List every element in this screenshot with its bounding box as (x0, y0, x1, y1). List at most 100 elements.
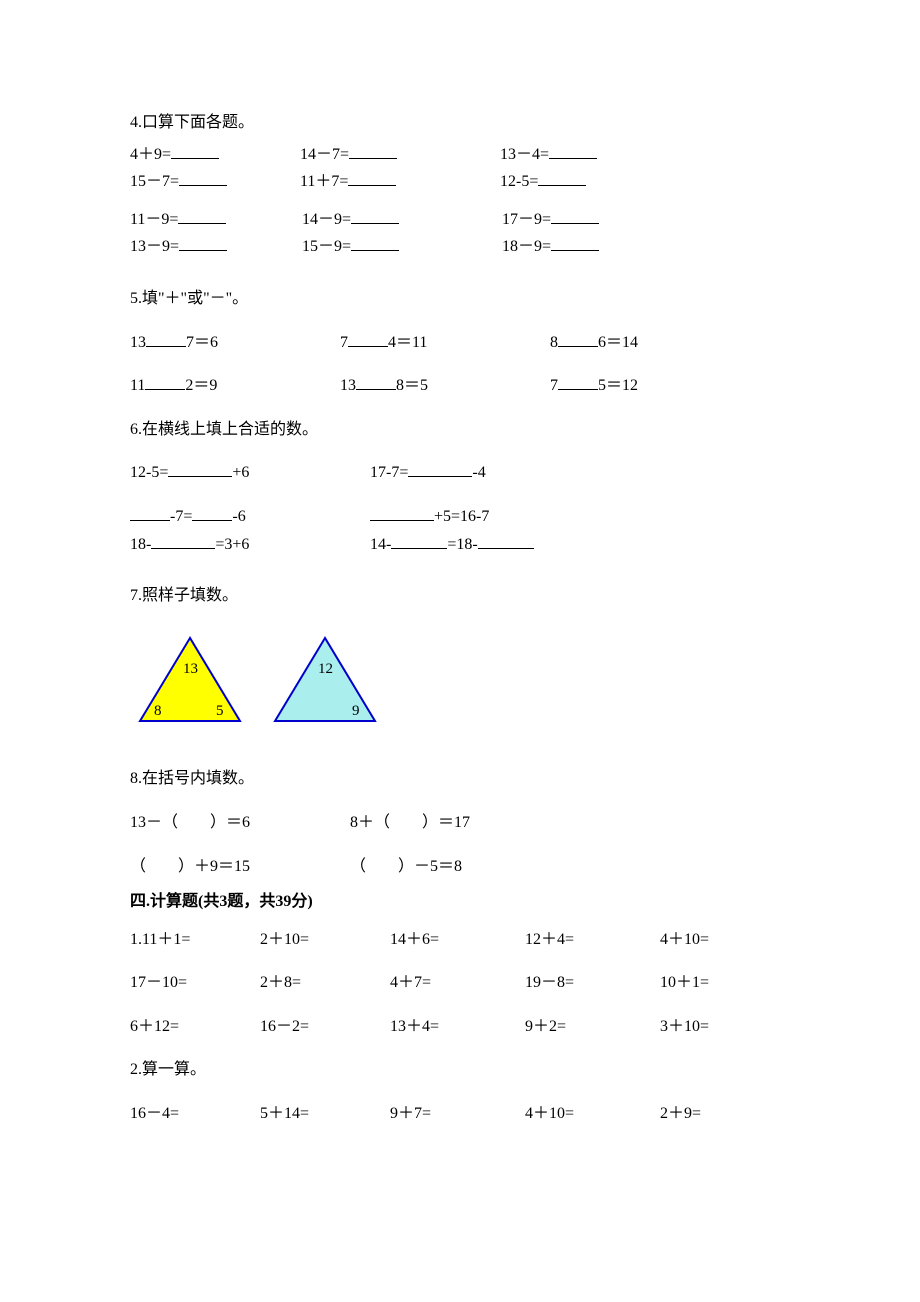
blank[interactable] (171, 143, 219, 159)
eq-cell: 14－9= (302, 207, 502, 233)
eq-cell: 9＋7= (390, 1101, 525, 1127)
blank[interactable] (356, 374, 396, 390)
eq-cell: 16－4= (130, 1101, 260, 1127)
blank[interactable] (558, 331, 598, 347)
q6-row: 12-5=+6 17-7=-4 (130, 460, 790, 486)
q8-title: 8.在括号内填数。 (130, 766, 790, 792)
question-6: 6.在横线上填上合适的数。 12-5=+6 17-7=-4 -7=-6 +5=1… (130, 417, 790, 557)
eq-cell: 14＋6= (390, 927, 525, 953)
blank[interactable] (408, 461, 472, 477)
gap (130, 268, 790, 286)
eq-cell: 4＋9= (130, 142, 300, 168)
blank[interactable] (351, 208, 399, 224)
q8-row: 13－（ ）＝6 8＋（ ）＝17 (130, 810, 790, 836)
eq-cell: 14-=18- (370, 532, 610, 558)
blank[interactable] (179, 235, 227, 251)
q4-title: 4.口算下面各题。 (130, 110, 790, 136)
tri1-top: 13 (183, 661, 198, 677)
eq-cell: （ ）＋9＝15 (130, 854, 350, 880)
calc2-title: 2.算一算。 (130, 1057, 790, 1083)
eq-cell: 4＋10= (660, 927, 780, 953)
eq-cell: 18－9= (502, 234, 662, 260)
eq-cell: 112＝9 (130, 373, 340, 399)
calc1-row: 17－10= 2＋8= 4＋7= 19－8= 10＋1= (130, 970, 790, 996)
blank[interactable] (349, 143, 397, 159)
blank[interactable] (146, 331, 186, 347)
triangle-1: 13 8 5 (140, 638, 240, 721)
calc-2: 2.算一算。 16－4= 5＋14= 9＋7= 4＋10= 2＋9= (130, 1057, 790, 1126)
eq-cell: 12＋4= (525, 927, 660, 953)
question-4: 4.口算下面各题。 4＋9= 14－7= 13－4= 15－7= 11＋7= 1… (130, 110, 790, 260)
calc-1: 1.11＋1= 2＋10= 14＋6= 12＋4= 4＋10= 17－10= 2… (130, 927, 790, 1040)
eq-cell: 138＝5 (340, 373, 550, 399)
eq-cell: 17-7=-4 (370, 460, 610, 486)
q4-row: 4＋9= 14－7= 13－4= (130, 142, 790, 168)
triangle-2-shape (275, 638, 375, 721)
eq-cell: 9＋2= (525, 1014, 660, 1040)
question-7: 7.照样子填数。 13 8 5 12 9 (130, 583, 790, 736)
q5-title: 5.填"＋"或"－"。 (130, 286, 790, 312)
blank[interactable] (370, 505, 434, 521)
eq-cell: 14－7= (300, 142, 500, 168)
blank[interactable] (391, 533, 447, 549)
blank[interactable] (348, 170, 396, 186)
blank[interactable] (348, 331, 388, 347)
eq-cell: 86＝14 (550, 330, 710, 356)
calc1-row: 1.11＋1= 2＋10= 14＋6= 12＋4= 4＋10= (130, 927, 790, 953)
calc1-row: 6＋12= 16－2= 13＋4= 9＋2= 3＋10= (130, 1014, 790, 1040)
eq-cell: 15－9= (302, 234, 502, 260)
eq-cell: 13－（ ）＝6 (130, 810, 350, 836)
q7-title: 7.照样子填数。 (130, 583, 790, 609)
eq-cell: 3＋10= (660, 1014, 780, 1040)
eq-cell: 4＋7= (390, 970, 525, 996)
eq-cell: 12-5= (500, 169, 660, 195)
blank[interactable] (178, 208, 226, 224)
q8-row: （ ）＋9＝15 （ ）－5＝8 (130, 854, 790, 880)
eq-cell: 8＋（ ）＝17 (350, 810, 570, 836)
eq-cell: 1.11＋1= (130, 927, 260, 953)
eq-cell: 13－9= (130, 234, 302, 260)
eq-cell: 2＋8= (260, 970, 390, 996)
blank[interactable] (351, 235, 399, 251)
gap (130, 197, 790, 207)
eq-cell: 15－7= (130, 169, 300, 195)
blank[interactable] (551, 208, 599, 224)
q5-row: 137＝6 74＝11 86＝14 (130, 330, 790, 356)
gap (130, 565, 790, 583)
tri2-top: 12 (318, 661, 333, 677)
blank[interactable] (551, 235, 599, 251)
blank[interactable] (478, 533, 534, 549)
blank[interactable] (192, 505, 232, 521)
eq-cell: 137＝6 (130, 330, 340, 356)
eq-cell: 19－8= (525, 970, 660, 996)
eq-cell: 10＋1= (660, 970, 780, 996)
tri1-left: 8 (154, 703, 162, 719)
blank[interactable] (179, 170, 227, 186)
question-5: 5.填"＋"或"－"。 137＝6 74＝11 86＝14 112＝9 138＝… (130, 286, 790, 399)
blank[interactable] (538, 170, 586, 186)
blank[interactable] (558, 374, 598, 390)
tri1-right: 5 (216, 703, 224, 719)
q5-row: 112＝9 138＝5 75＝12 (130, 373, 790, 399)
blank[interactable] (130, 505, 170, 521)
blank[interactable] (145, 374, 185, 390)
q6-row: -7=-6 +5=16-7 (130, 504, 790, 530)
triangle-2: 12 9 (275, 638, 375, 721)
triangles-container: 13 8 5 12 9 (130, 633, 790, 737)
blank[interactable] (151, 533, 215, 549)
section-4-title: 四.计算题(共3题，共39分) (130, 889, 790, 915)
tri2-right: 9 (352, 703, 360, 719)
blank[interactable] (549, 143, 597, 159)
eq-cell: 75＝12 (550, 373, 710, 399)
eq-cell: 5＋14= (260, 1101, 390, 1127)
eq-cell: -7=-6 (130, 504, 370, 530)
blank[interactable] (168, 461, 232, 477)
eq-cell: 2＋10= (260, 927, 390, 953)
eq-cell: 13－4= (500, 142, 660, 168)
q6-title: 6.在横线上填上合适的数。 (130, 417, 790, 443)
q4-block-b: 11－9= 14－9= 17－9= 13－9= 15－9= 18－9= (130, 207, 790, 260)
q4-row: 15－7= 11＋7= 12-5= (130, 169, 790, 195)
eq-cell: （ ）－5＝8 (350, 854, 570, 880)
eq-cell: 11－9= (130, 207, 302, 233)
q4-row: 13－9= 15－9= 18－9= (130, 234, 790, 260)
